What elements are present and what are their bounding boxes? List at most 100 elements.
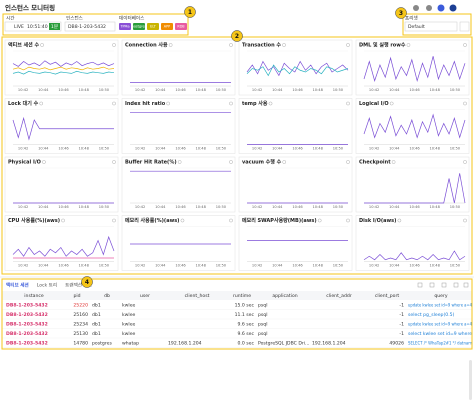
x-tick-label: 10:48 — [430, 264, 441, 268]
chart-grid: 액티브 세션 수10:42 10:44 10:46 10:48 10:50Connect… — [4, 39, 470, 271]
x-tick-label: 10:44 — [389, 88, 400, 92]
tab[interactable]: Lock 트리 — [37, 282, 57, 289]
expand-icon[interactable] — [112, 160, 116, 164]
chart-title: 메모리 SWAP사용량(MB)(aws) — [242, 217, 317, 224]
expand-icon[interactable] — [229, 218, 233, 223]
chart-card: 액티브 세션 수 10:42 10:44 10:46 10:48 10:50 — [4, 39, 119, 96]
label: 프리셋 — [405, 15, 418, 22]
expand-icon[interactable] — [112, 43, 116, 47]
x-tick-label: 10:42 — [252, 264, 262, 268]
info-icon[interactable] — [397, 218, 402, 223]
interval: 1분 — [51, 24, 58, 30]
series-line — [12, 235, 115, 257]
info-icon[interactable] — [282, 160, 287, 164]
x-tick-label: 10:50 — [333, 88, 344, 92]
info-icon[interactable] — [391, 160, 396, 164]
info-icon[interactable] — [389, 101, 394, 106]
x-tick-label: 10:50 — [216, 88, 227, 92]
table-cell: select pg_sleep(0.5) — [408, 312, 455, 318]
x-tick-label: 10:48 — [196, 264, 207, 268]
table-cell: 15.0 sec — [235, 302, 255, 308]
table-cell: 192.168.1.204 — [168, 340, 202, 346]
x-tick-label: 10:48 — [313, 264, 324, 268]
badge — [184, 6, 196, 18]
icon[interactable] — [449, 4, 457, 12]
x-tick-label: 10:50 — [216, 205, 227, 209]
info-icon[interactable] — [180, 218, 185, 223]
info-icon[interactable] — [61, 218, 65, 223]
x-tick-label: 10:42 — [252, 88, 262, 92]
expand-icon[interactable] — [463, 101, 467, 106]
highlight — [402, 13, 472, 36]
toolbar-icon[interactable] — [453, 282, 459, 288]
info-icon[interactable] — [39, 101, 44, 106]
db-chip[interactable] — [133, 23, 145, 30]
expand-icon[interactable] — [229, 43, 233, 47]
instance: DB8-1-203-5432 — [68, 24, 106, 30]
expand-icon[interactable] — [346, 218, 350, 223]
expand-icon[interactable] — [463, 160, 467, 164]
toolbar-icon[interactable] — [463, 282, 469, 288]
expand-icon[interactable] — [346, 160, 350, 164]
x-tick-label: 10:44 — [389, 205, 400, 209]
info-icon[interactable] — [166, 101, 170, 106]
x-tick-label: 10:46 — [175, 88, 186, 92]
chart-title: temp 사용 — [242, 100, 268, 107]
chart-title: Buffer Hit Rate(%) — [125, 160, 177, 166]
table-cell: -1 — [399, 302, 404, 308]
tab[interactable]: 트랜잭션 정보 — [65, 282, 92, 289]
icon[interactable] — [437, 4, 445, 12]
info-icon[interactable] — [268, 101, 273, 106]
series-line — [12, 66, 115, 71]
icon[interactable] — [426, 5, 432, 11]
x-tick-label: 10:44 — [38, 264, 49, 268]
table-cell: psql — [258, 321, 268, 327]
db-chip[interactable] — [147, 23, 159, 30]
info-icon[interactable] — [40, 43, 44, 47]
expand-icon[interactable] — [112, 101, 116, 106]
expand-icon[interactable] — [229, 160, 233, 164]
preset-button[interactable] — [459, 21, 470, 32]
tab[interactable]: 액티브 세션 — [6, 282, 29, 289]
series-line — [363, 250, 466, 261]
time-box[interactable] — [4, 21, 62, 32]
table-cell: psql — [258, 302, 268, 308]
interval-button[interactable] — [49, 23, 60, 30]
x-tick-label: 10:44 — [272, 147, 283, 151]
x-tick-label: 10:50 — [99, 264, 110, 268]
db-chip[interactable] — [161, 23, 173, 30]
table-cell: DB8-1-203-5432 — [6, 312, 48, 318]
instance-select[interactable] — [64, 21, 116, 32]
chart-card: vacuum 수행 수 10:42 10:44 10:46 10:48 10:50 — [238, 156, 353, 213]
x-tick-label: 10:50 — [450, 205, 461, 209]
toolbar-icon[interactable] — [429, 282, 435, 288]
preset-select[interactable] — [404, 21, 458, 32]
db-chip[interactable] — [175, 23, 187, 30]
info-icon[interactable] — [317, 218, 322, 223]
top-icons — [413, 4, 457, 12]
info-icon[interactable] — [406, 43, 411, 47]
db-chip[interactable] — [119, 23, 131, 30]
chart-card: Buffer Hit Rate(%) 10:42 10:44 10:46 10:48 10… — [121, 156, 236, 213]
info-icon[interactable] — [177, 160, 182, 164]
scrollbar[interactable] — [469, 360, 472, 400]
expand-icon[interactable] — [112, 218, 116, 223]
table-cell: psql — [258, 312, 268, 318]
table-cell: 25234 — [73, 321, 88, 327]
info-icon[interactable] — [282, 43, 286, 47]
info-icon[interactable] — [168, 43, 173, 47]
expand-icon[interactable] — [346, 43, 350, 47]
table-cell: DB8-1-203-5432 — [6, 302, 48, 308]
toolbar-icon[interactable] — [417, 282, 423, 288]
info-icon[interactable] — [42, 160, 46, 164]
expand-icon[interactable] — [229, 101, 233, 106]
x-tick-label: 10:50 — [450, 264, 461, 268]
expand-icon[interactable] — [463, 218, 467, 223]
x-tick-label: 10:46 — [175, 264, 186, 268]
expand-icon[interactable] — [463, 43, 467, 47]
toolbar-icon[interactable] — [441, 282, 447, 288]
expand-icon[interactable] — [346, 101, 350, 106]
icon[interactable] — [413, 5, 419, 11]
page-title: 인스턴스 모니터링 — [5, 3, 55, 12]
table-cell: DB8-1-203-5432 — [6, 340, 48, 346]
